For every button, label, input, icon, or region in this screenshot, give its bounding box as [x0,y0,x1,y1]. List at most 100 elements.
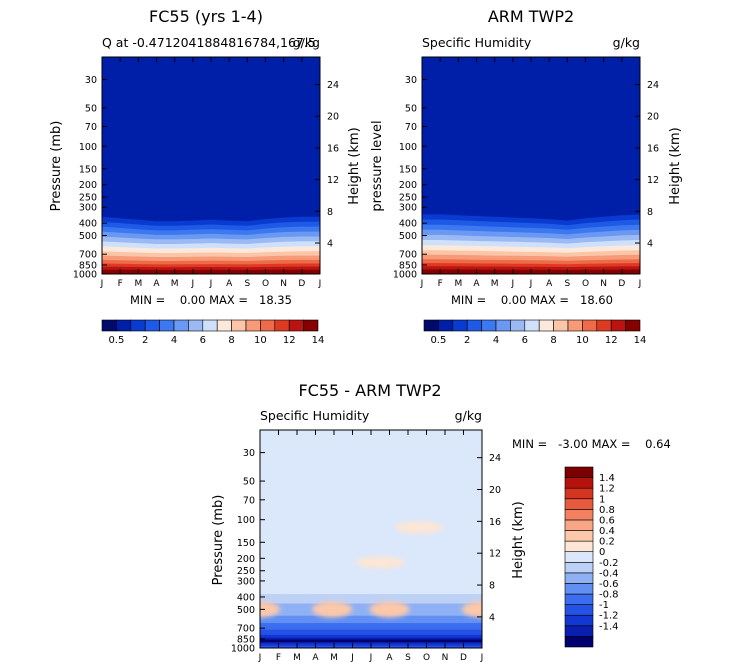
x-tick-label: J [511,279,515,289]
panel2-subtitle-right: g/kg [613,35,640,50]
x-tick-label: N [280,279,287,289]
x-tick-label: N [442,653,449,663]
x-tick-label: J [209,279,213,289]
panel1-ylabel: Pressure (mb) [49,121,64,212]
colorbar-swatch [564,551,594,563]
colorbar-label: 14 [312,335,325,346]
colorbar-swatch [159,319,175,332]
height-tick-label: 20 [489,485,501,496]
colorbar-swatch [564,572,594,584]
y-tick-label: 50 [85,103,97,114]
y-tick-label: 100 [79,142,97,153]
y-tick-label: 700 [399,250,417,261]
y-tick-label: 850 [79,260,97,271]
x-tick-label: D [460,653,467,663]
colorbar-swatch [216,319,232,332]
colorbar-label: 12 [283,335,296,346]
y-tick-label: 1000 [393,270,417,281]
panel3-colorbar: 1.41.210.80.60.40.20-0.2-0.4-0.6-0.8-1-1… [564,466,619,648]
panel1-field [102,57,320,274]
colorbar-swatch [564,477,594,489]
colorbar-label: -0.2 [599,558,619,569]
x-tick-label: M [330,653,338,663]
colorbar-swatch [274,319,290,332]
y-tick-label: 70 [405,122,417,133]
y-tick-label: 500 [237,605,255,616]
y-tick-label: 250 [79,193,97,204]
panel2-stats: MIN = 0.00 MAX = 18.60 [451,293,613,307]
y-tick-label: 70 [243,495,255,506]
x-tick-label: M [293,653,301,663]
colorbar-swatch [553,319,569,332]
colorbar-swatch [452,319,468,332]
height-tick-label: 16 [647,143,659,154]
x-tick-label: A [312,653,319,663]
colorbar-label: 1 [599,494,605,505]
colorbar-swatch [466,319,482,332]
x-tick-label: J [258,653,262,663]
colorbar-swatch [625,319,641,332]
colorbar-swatch [101,319,117,332]
panel2-ylabel-right: Height (km) [668,127,683,204]
x-tick-label: J [350,653,354,663]
y-tick-label: 400 [237,592,255,603]
y-tick-label: 50 [405,103,417,114]
colorbar-label: 6 [200,335,206,346]
colorbar-swatch [564,625,594,637]
x-tick-label: S [564,279,570,289]
colorbar-label: 0 [599,547,605,558]
x-tick-label: A [153,279,160,289]
y-tick-label: 150 [79,164,97,175]
x-tick-label: M [134,279,142,289]
panel3-ylabel-right: Height (km) [511,501,526,578]
y-tick-label: 1000 [73,270,97,281]
height-tick-label: 24 [327,80,339,91]
colorbar-label: -1.2 [599,611,619,622]
x-tick-label: N [600,279,607,289]
colorbar-swatch [564,593,594,605]
panel3-ylabel: Pressure (mb) [211,495,226,586]
colorbar-swatch [173,319,189,332]
colorbar-swatch [596,319,612,332]
colorbar-swatch [564,583,594,595]
height-tick-label: 16 [327,143,339,154]
colorbar-swatch [510,319,526,332]
y-tick-label: 30 [405,75,417,86]
colorbar-swatch [116,319,132,332]
y-tick-label: 150 [237,538,255,549]
y-tick-label: 50 [243,477,255,488]
height-tick-label: 8 [647,207,653,218]
panel-arm-twp2: ARM TWP2 Specific Humidity g/kg 30 50 70 10… [370,7,683,346]
height-tick-label: 24 [489,453,501,464]
y-tick-label: 200 [237,554,255,565]
colorbar-swatch [567,319,583,332]
x-tick-label: J [369,653,373,663]
colorbar-swatch [438,319,454,332]
positive-anomaly [312,601,353,618]
x-tick-label: F [276,653,281,663]
x-tick-label: J [318,279,322,289]
colorbar-swatch [144,319,160,332]
colorbar-swatch [202,319,218,332]
colorbar-label: 1.2 [599,484,615,495]
colorbar-label: 1.4 [599,473,615,484]
panel2-ylabel: pressure level [370,120,385,211]
y-tick-label: 100 [237,515,255,526]
positive-anomaly [260,601,280,618]
colorbar-swatch [423,319,439,332]
colorbar-swatch [610,319,626,332]
colorbar-label: 12 [605,335,618,346]
colorbar-swatch [481,319,497,332]
panel2-title: ARM TWP2 [488,7,574,26]
y-tick-label: 300 [237,576,255,587]
colorbar-swatch [564,519,594,531]
colorbar-swatch [564,614,594,627]
height-tick-label: 12 [489,549,501,560]
height-tick-label: 20 [647,112,659,123]
x-tick-label: O [262,279,269,289]
x-tick-label: S [244,279,250,289]
colorbar-swatch [524,319,540,332]
x-tick-label: M [454,279,462,289]
colorbar-label: 0.4 [599,526,615,537]
x-tick-label: D [618,279,625,289]
